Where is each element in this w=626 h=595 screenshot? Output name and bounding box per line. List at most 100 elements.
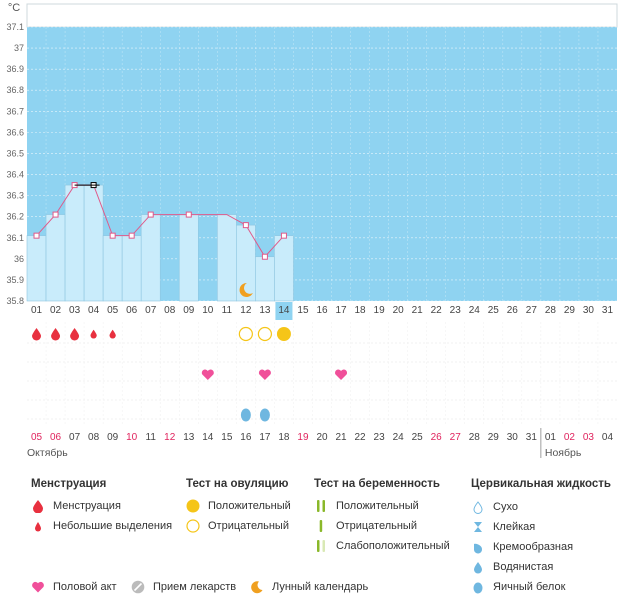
- legend-item-pregnancy-weak: Слабоположительный: [314, 539, 450, 553]
- legend-ovulation: Тест на овуляцию Положительный Отрицател…: [186, 478, 306, 558]
- empty-drop-icon: [473, 501, 483, 514]
- date-label: 13: [183, 432, 195, 443]
- y-tick-label: 36: [14, 254, 24, 264]
- legend-item-medication: Прием лекарств: [131, 580, 236, 594]
- temperature-bar: [64, 184, 85, 302]
- blood-drop-icon: [51, 328, 61, 341]
- day-label: 17: [335, 305, 347, 316]
- month-label-right: Ноябрь: [545, 447, 582, 459]
- day-label: 22: [431, 305, 443, 316]
- date-label: 31: [526, 432, 538, 443]
- day-label: 18: [355, 305, 367, 316]
- legend-item-menstruation: Менструация: [31, 499, 121, 513]
- y-unit-label: °C: [8, 2, 20, 14]
- date-label: 25: [412, 432, 424, 443]
- date-label: 18: [278, 432, 290, 443]
- legend-menstruation: Менструация Менструация Небольшие выделе…: [31, 478, 181, 558]
- pill-icon: [131, 580, 145, 594]
- plot-top-margin: [26, 3, 618, 28]
- date-label: 29: [488, 432, 500, 443]
- day-label: 25: [488, 305, 500, 316]
- egg-white-icon: [259, 408, 270, 422]
- date-label: 03: [583, 432, 595, 443]
- legend-pregnancy: Тест на беременность Положительный Отриц…: [314, 478, 454, 558]
- legend-label: Лунный календарь: [272, 581, 369, 593]
- day-label: 19: [374, 305, 386, 316]
- day-label: 01: [31, 305, 43, 316]
- water-drop-icon: [474, 562, 482, 574]
- y-tick-label: 35.8: [6, 296, 24, 306]
- date-label: 30: [507, 432, 519, 443]
- day-label: 10: [202, 305, 214, 316]
- date-label: 01: [545, 432, 557, 443]
- crescent-moon-icon: [251, 581, 263, 594]
- temperature-point: [109, 232, 116, 239]
- small-blood-drop-icon: [35, 522, 41, 532]
- temperature-bar: [45, 214, 66, 302]
- date-label: 21: [335, 432, 347, 443]
- day-label: 21: [412, 305, 424, 316]
- legend-label: Прием лекарств: [153, 581, 237, 593]
- date-label: 22: [355, 432, 367, 443]
- day-label: 30: [583, 305, 595, 316]
- legend-item-ovulation-positive: Положительный: [186, 499, 291, 513]
- bbt-chart: 37.1 37 36.9 36.8 36.7 36.6 36.5 36.4 36.3 36.2 36…: [6, 2, 618, 459]
- blood-drop-icon: [33, 500, 43, 513]
- legend-item-watery: Водянистая: [471, 560, 553, 574]
- month-label-left: Октябрь: [27, 447, 68, 459]
- day-label: 04: [88, 305, 100, 316]
- temperature-point: [147, 211, 154, 218]
- date-label: 06: [50, 432, 62, 443]
- temperature-point: [128, 232, 135, 239]
- temperature-bar: [121, 235, 142, 302]
- day-label: 31: [602, 305, 614, 316]
- day-label: 26: [507, 305, 519, 316]
- day-label: 05: [107, 305, 119, 316]
- y-tick-label: 36.9: [6, 64, 24, 74]
- date-label: 16: [240, 432, 252, 443]
- yellow-circle-icon: [276, 327, 291, 341]
- legend-label: Сухо: [493, 501, 518, 513]
- y-tick-label: 36.3: [6, 191, 24, 201]
- yellow-circle-icon: [186, 499, 200, 513]
- date-label: 10: [126, 432, 138, 443]
- legend-label: Слабоположительный: [336, 540, 450, 552]
- date-label: 12: [164, 432, 176, 443]
- day-label: 13: [259, 305, 271, 316]
- date-label: 02: [564, 432, 576, 443]
- legend-label: Водянистая: [493, 561, 554, 573]
- date-label: 20: [316, 432, 328, 443]
- day-label: 08: [164, 305, 176, 316]
- current-day-highlight: [275, 302, 293, 320]
- legend-item-sticky: Клейкая: [471, 520, 535, 534]
- blood-drop-icon: [90, 329, 97, 339]
- legend-item-creamy: Кремообразная: [471, 540, 573, 554]
- legend-ovulation-title: Тест на овуляцию: [186, 478, 289, 490]
- date-label: 26: [431, 432, 443, 443]
- day-label: 28: [545, 305, 557, 316]
- day-label: 07: [145, 305, 157, 316]
- temperature-bar: [217, 214, 237, 302]
- day-label: 23: [450, 305, 462, 316]
- empty-circle-icon: [186, 519, 200, 533]
- legend-menstruation-title: Менструация: [31, 478, 107, 490]
- legend-label: Менструация: [53, 500, 121, 512]
- y-tick-label: 35.9: [6, 275, 24, 285]
- legend-item-pregnancy-negative: Отрицательный: [314, 519, 417, 533]
- day-label: 11: [222, 305, 233, 316]
- heart-icon: [258, 369, 271, 380]
- legend-label: Половой акт: [53, 581, 117, 593]
- date-label: 05: [31, 432, 43, 443]
- egg-white-icon: [473, 582, 483, 594]
- heart-icon: [201, 369, 214, 380]
- faint-double-line-icon: [317, 540, 325, 552]
- temperature-point: [33, 232, 40, 239]
- legend-label: Положительный: [336, 500, 419, 512]
- hourglass-icon: [474, 522, 482, 532]
- day-label: 27: [526, 305, 538, 316]
- date-label: 23: [374, 432, 386, 443]
- legend-label: Положительный: [208, 500, 291, 512]
- legend-label: Кремообразная: [493, 541, 574, 553]
- date-label: 04: [602, 432, 614, 443]
- crescent-moon-icon: [239, 282, 253, 297]
